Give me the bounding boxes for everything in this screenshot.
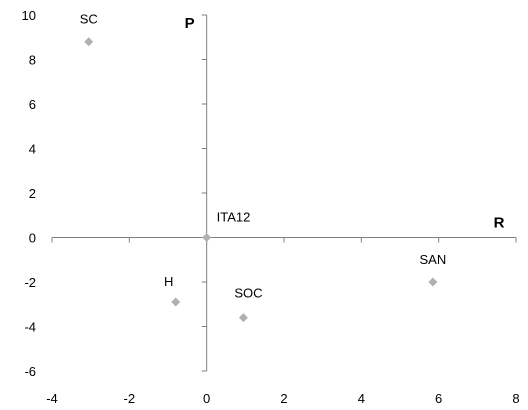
y-tick-label: 0 xyxy=(29,231,36,246)
x-tick-label: -2 xyxy=(124,391,136,406)
x-tick-label: 0 xyxy=(203,391,210,406)
y-axis-title: P xyxy=(185,15,195,32)
data-point-soc xyxy=(238,313,248,323)
y-tick-label: 4 xyxy=(29,142,36,157)
data-point-san xyxy=(428,277,438,287)
y-tick-label: 10 xyxy=(22,8,36,23)
y-tick-label: -6 xyxy=(24,364,36,379)
data-point-h xyxy=(171,297,181,307)
y-tick-label: -4 xyxy=(24,320,36,335)
data-label-ita12: ITA12 xyxy=(217,210,251,225)
x-tick-label: 2 xyxy=(280,391,287,406)
y-tick-label: 2 xyxy=(29,186,36,201)
y-tick-label: 8 xyxy=(29,53,36,68)
x-axis-title: R xyxy=(494,215,505,232)
data-label-sc: SC xyxy=(80,12,98,27)
x-tick-label: 8 xyxy=(512,391,519,406)
y-tick-label: -2 xyxy=(24,275,36,290)
x-tick-label: -4 xyxy=(46,391,58,406)
y-tick-label: 6 xyxy=(29,97,36,112)
x-tick-label: 4 xyxy=(358,391,365,406)
ticks-layer: -4 -2 0 2 4 6 8 10 8 6 4 2 0 -2 -4 -6 xyxy=(22,8,520,406)
data-label-h: H xyxy=(164,274,173,289)
data-label-san: SAN xyxy=(419,252,446,267)
data-label-soc: SOC xyxy=(234,286,262,301)
data-point-ita12 xyxy=(202,233,212,242)
points-layer: SC ITA12 SAN H SOC xyxy=(80,12,446,323)
x-tick-label: 6 xyxy=(435,391,442,406)
data-point-sc xyxy=(84,37,94,47)
